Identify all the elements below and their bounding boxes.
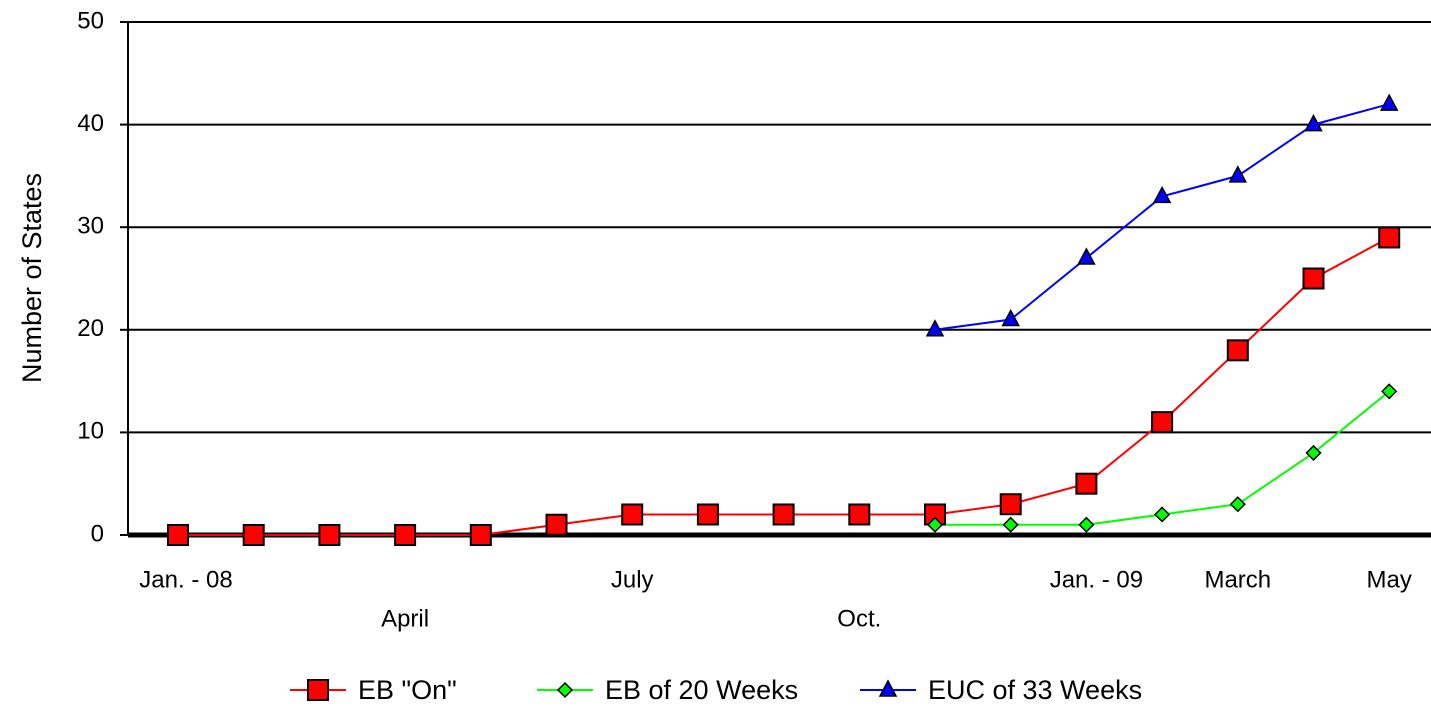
marker bbox=[621, 503, 644, 526]
x-tick-label: Jan. - 09 bbox=[1050, 566, 1143, 593]
x-tick-label: Jan. - 08 bbox=[139, 566, 232, 593]
marker bbox=[772, 503, 795, 526]
x-tick-label: March bbox=[1204, 566, 1271, 593]
x-tick-label: April bbox=[381, 605, 429, 632]
y-tick-label: 30 bbox=[77, 213, 104, 240]
y-tick-label: 50 bbox=[77, 7, 104, 34]
x-tick-label: July bbox=[611, 566, 654, 593]
series-line bbox=[178, 236, 1390, 536]
marker bbox=[242, 524, 265, 546]
y-axis-title: Number of States bbox=[17, 173, 47, 383]
marker bbox=[1302, 267, 1325, 290]
marker bbox=[1077, 247, 1096, 265]
marker bbox=[1229, 496, 1246, 513]
marker bbox=[1378, 226, 1401, 249]
marker bbox=[1152, 185, 1172, 204]
marker bbox=[696, 503, 719, 526]
x-tick-label: Oct. bbox=[837, 605, 881, 632]
marker bbox=[394, 524, 417, 546]
marker bbox=[167, 524, 189, 546]
marker bbox=[1078, 516, 1095, 533]
marker bbox=[1151, 411, 1174, 434]
marker bbox=[1002, 516, 1019, 533]
marker bbox=[1001, 308, 1020, 327]
y-tick-label: 0 bbox=[91, 520, 104, 547]
marker bbox=[1305, 444, 1322, 461]
y-tick-label: 10 bbox=[77, 418, 104, 445]
marker bbox=[926, 516, 944, 533]
marker bbox=[545, 513, 568, 536]
y-tick-label: 20 bbox=[77, 315, 104, 342]
marker bbox=[1381, 383, 1398, 400]
marker bbox=[318, 524, 341, 546]
marker bbox=[1154, 506, 1171, 523]
marker bbox=[1075, 472, 1098, 495]
marker bbox=[999, 493, 1022, 516]
y-tick-label: 40 bbox=[77, 110, 104, 137]
legend-label: EUC of 33 Weeks bbox=[928, 675, 1142, 705]
marker bbox=[925, 319, 945, 337]
marker bbox=[1226, 339, 1249, 362]
legend-label: EB "On" bbox=[358, 675, 457, 705]
legend-label: EB of 20 Weeks bbox=[605, 675, 798, 705]
marker bbox=[1379, 93, 1399, 111]
marker bbox=[1304, 114, 1323, 132]
legend-marker bbox=[878, 679, 898, 697]
marker bbox=[848, 503, 871, 526]
legend-marker bbox=[556, 681, 574, 699]
x-tick-label: May bbox=[1367, 566, 1412, 593]
legend-marker bbox=[307, 679, 329, 701]
marker bbox=[469, 524, 492, 546]
marker bbox=[1228, 165, 1248, 183]
series-line bbox=[934, 103, 1390, 331]
